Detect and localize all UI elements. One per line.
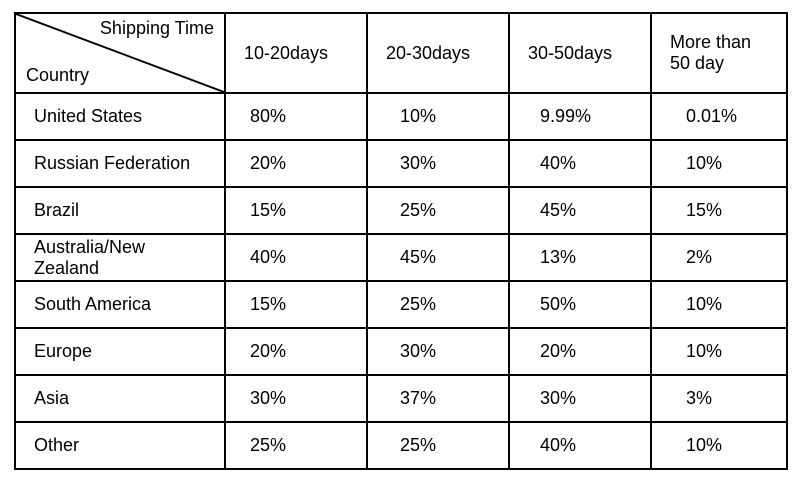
table-row: Europe 20% 30% 20% 10% — [15, 328, 787, 375]
cell-value: 30% — [367, 328, 509, 375]
cell-value: 10% — [651, 281, 787, 328]
cell-country: United States — [15, 93, 225, 140]
cell-country: South America — [15, 281, 225, 328]
cell-value: 15% — [651, 187, 787, 234]
cell-value: 25% — [367, 422, 509, 469]
col-more-than-50: More than 50 day — [651, 13, 787, 93]
cell-value: 40% — [509, 422, 651, 469]
table-row: South America 15% 25% 50% 10% — [15, 281, 787, 328]
table-row: Australia/New Zealand 40% 45% 13% 2% — [15, 234, 787, 281]
cell-country: Asia — [15, 375, 225, 422]
cell-value: 30% — [509, 375, 651, 422]
header-shipping-time: Shipping Time — [100, 18, 214, 39]
cell-value: 40% — [225, 234, 367, 281]
cell-value: 25% — [367, 281, 509, 328]
table-row: Other 25% 25% 40% 10% — [15, 422, 787, 469]
cell-value: 25% — [367, 187, 509, 234]
diagonal-header-cell: Shipping Time Country — [15, 13, 225, 93]
cell-value: 37% — [367, 375, 509, 422]
table-row: Brazil 15% 25% 45% 15% — [15, 187, 787, 234]
table-row: Russian Federation 20% 30% 40% 10% — [15, 140, 787, 187]
cell-value: 0.01% — [651, 93, 787, 140]
cell-value: 2% — [651, 234, 787, 281]
cell-country: Other — [15, 422, 225, 469]
cell-value: 20% — [509, 328, 651, 375]
table-row: United States 80% 10% 9.99% 0.01% — [15, 93, 787, 140]
col-20-30: 20-30days — [367, 13, 509, 93]
header-country: Country — [26, 65, 89, 86]
cell-value: 50% — [509, 281, 651, 328]
table-row: Asia 30% 37% 30% 3% — [15, 375, 787, 422]
cell-value: 20% — [225, 140, 367, 187]
cell-value: 30% — [225, 375, 367, 422]
cell-value: 10% — [651, 140, 787, 187]
cell-value: 9.99% — [509, 93, 651, 140]
cell-value: 80% — [225, 93, 367, 140]
cell-country: Brazil — [15, 187, 225, 234]
col-30-50: 30-50days — [509, 13, 651, 93]
cell-value: 25% — [225, 422, 367, 469]
cell-value: 15% — [225, 187, 367, 234]
cell-value: 30% — [367, 140, 509, 187]
col-10-20: 10-20days — [225, 13, 367, 93]
cell-value: 10% — [651, 422, 787, 469]
cell-value: 10% — [367, 93, 509, 140]
cell-country: Europe — [15, 328, 225, 375]
cell-value: 15% — [225, 281, 367, 328]
table-header-row: Shipping Time Country 10-20days 20-30day… — [15, 13, 787, 93]
table-container: Shipping Time Country 10-20days 20-30day… — [0, 0, 800, 482]
cell-value: 10% — [651, 328, 787, 375]
cell-value: 45% — [367, 234, 509, 281]
cell-value: 20% — [225, 328, 367, 375]
cell-country: Australia/New Zealand — [15, 234, 225, 281]
cell-country: Russian Federation — [15, 140, 225, 187]
cell-value: 13% — [509, 234, 651, 281]
cell-value: 3% — [651, 375, 787, 422]
shipping-time-table: Shipping Time Country 10-20days 20-30day… — [14, 12, 788, 470]
cell-value: 40% — [509, 140, 651, 187]
cell-value: 45% — [509, 187, 651, 234]
